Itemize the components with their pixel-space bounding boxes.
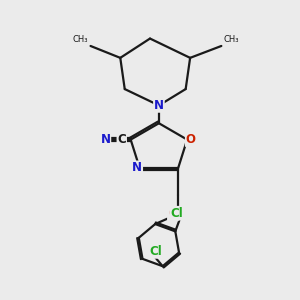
- Text: O: O: [186, 133, 196, 146]
- Text: Cl: Cl: [170, 207, 183, 220]
- Text: Cl: Cl: [149, 245, 162, 258]
- Text: N: N: [132, 161, 142, 174]
- Text: O: O: [168, 207, 178, 220]
- Text: CH₃: CH₃: [224, 35, 239, 44]
- Text: N: N: [100, 133, 110, 146]
- Text: CH₃: CH₃: [73, 35, 88, 44]
- Text: N: N: [154, 99, 164, 112]
- Text: C: C: [117, 133, 126, 146]
